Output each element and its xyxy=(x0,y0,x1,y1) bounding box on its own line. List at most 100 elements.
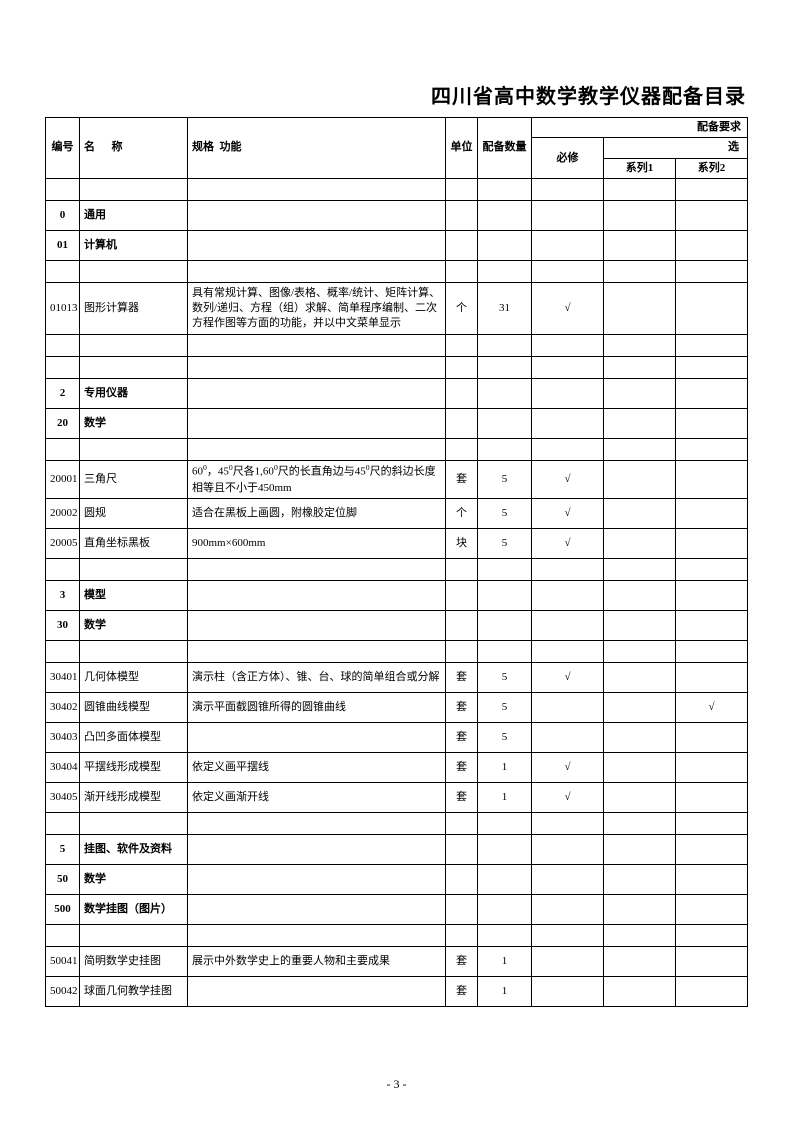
row-name: 通用 xyxy=(80,201,188,231)
row-name: 数学 xyxy=(80,409,188,439)
header-series2: 系列2 xyxy=(676,158,748,178)
empty-cell xyxy=(532,357,604,379)
empty-cell xyxy=(604,179,676,201)
table-row: 50042球面几何教学挂图套1 xyxy=(46,977,748,1007)
row-required: √ xyxy=(532,783,604,813)
empty-cell xyxy=(80,925,188,947)
empty-cell xyxy=(604,641,676,663)
table-row: 0通用 xyxy=(46,201,748,231)
row-name: 计算机 xyxy=(80,231,188,261)
row-name: 凸凹多面体模型 xyxy=(80,723,188,753)
row-qty: 5 xyxy=(478,723,532,753)
table-row xyxy=(46,813,748,835)
page-title: 四川省高中数学教学仪器配备目录 xyxy=(45,80,748,109)
table-row: 30405渐开线形成模型依定义画渐开线套1√ xyxy=(46,783,748,813)
row-spec: 具有常规计算、图像/表格、概率/统计、矩阵计算、数列/递归、方程（组）求解、简单… xyxy=(188,283,446,335)
row-required: √ xyxy=(532,499,604,529)
empty-cell xyxy=(676,439,748,461)
empty-cell xyxy=(446,559,478,581)
empty-cell xyxy=(446,925,478,947)
row-unit xyxy=(446,611,478,641)
row-spec: 演示平面截圆锥所得的圆锥曲线 xyxy=(188,693,446,723)
header-unit: 单位 xyxy=(446,118,478,179)
row-id: 30405 xyxy=(46,783,80,813)
row-required xyxy=(532,977,604,1007)
empty-cell xyxy=(676,559,748,581)
row-spec xyxy=(188,201,446,231)
empty-cell xyxy=(676,357,748,379)
row-required xyxy=(532,947,604,977)
row-name: 专用仪器 xyxy=(80,379,188,409)
row-id: 50042 xyxy=(46,977,80,1007)
empty-cell xyxy=(478,261,532,283)
empty-cell xyxy=(80,813,188,835)
row-name: 数学 xyxy=(80,865,188,895)
empty-cell xyxy=(532,179,604,201)
row-id: 01013 xyxy=(46,283,80,335)
row-unit: 套 xyxy=(446,977,478,1007)
table-row: 5挂图、软件及资料 xyxy=(46,835,748,865)
row-name: 圆规 xyxy=(80,499,188,529)
row-s2 xyxy=(676,379,748,409)
row-qty xyxy=(478,201,532,231)
row-required: √ xyxy=(532,283,604,335)
row-unit xyxy=(446,895,478,925)
row-unit: 套 xyxy=(446,461,478,499)
header-required: 必修 xyxy=(532,138,604,179)
empty-cell xyxy=(676,179,748,201)
row-series1 xyxy=(604,499,676,529)
table-row: 20001三角尺600，450尺各1,600尺的长直角边与450尺的斜边长度相等… xyxy=(46,461,748,499)
row-series1 xyxy=(604,723,676,753)
empty-cell xyxy=(46,813,80,835)
row-id: 50041 xyxy=(46,947,80,977)
row-unit: 块 xyxy=(446,529,478,559)
empty-cell xyxy=(80,261,188,283)
empty-cell xyxy=(46,559,80,581)
table-row: 30数学 xyxy=(46,611,748,641)
row-unit xyxy=(446,409,478,439)
empty-cell xyxy=(80,335,188,357)
empty-cell xyxy=(532,641,604,663)
table-row: 30403凸凹多面体模型套5 xyxy=(46,723,748,753)
empty-cell xyxy=(80,439,188,461)
row-spec: 900mm×600mm xyxy=(188,529,446,559)
row-unit: 个 xyxy=(446,283,478,335)
row-required: √ xyxy=(532,529,604,559)
row-s2 xyxy=(676,409,748,439)
row-id: 30401 xyxy=(46,663,80,693)
empty-cell xyxy=(676,925,748,947)
empty-cell xyxy=(46,925,80,947)
table-row: 20005直角坐标黑板900mm×600mm块5√ xyxy=(46,529,748,559)
empty-cell xyxy=(80,357,188,379)
row-series2 xyxy=(676,663,748,693)
row-s2 xyxy=(676,895,748,925)
empty-cell xyxy=(446,439,478,461)
row-unit: 套 xyxy=(446,783,478,813)
row-unit xyxy=(446,231,478,261)
header-req-group: 配备要求 xyxy=(532,118,748,138)
row-qty: 1 xyxy=(478,977,532,1007)
row-req xyxy=(532,201,604,231)
empty-cell xyxy=(604,813,676,835)
row-s2 xyxy=(676,201,748,231)
row-qty: 1 xyxy=(478,947,532,977)
row-unit: 个 xyxy=(446,499,478,529)
row-s1 xyxy=(604,409,676,439)
row-spec xyxy=(188,581,446,611)
row-series1 xyxy=(604,693,676,723)
empty-cell xyxy=(478,813,532,835)
empty-cell xyxy=(478,641,532,663)
row-req xyxy=(532,231,604,261)
empty-cell xyxy=(188,641,446,663)
empty-cell xyxy=(46,357,80,379)
row-series1 xyxy=(604,977,676,1007)
row-qty xyxy=(478,865,532,895)
row-series2 xyxy=(676,723,748,753)
empty-cell xyxy=(478,439,532,461)
row-name: 直角坐标黑板 xyxy=(80,529,188,559)
row-s1 xyxy=(604,231,676,261)
row-qty: 1 xyxy=(478,753,532,783)
table-row xyxy=(46,357,748,379)
row-name: 数学 xyxy=(80,611,188,641)
row-id: 20002 xyxy=(46,499,80,529)
